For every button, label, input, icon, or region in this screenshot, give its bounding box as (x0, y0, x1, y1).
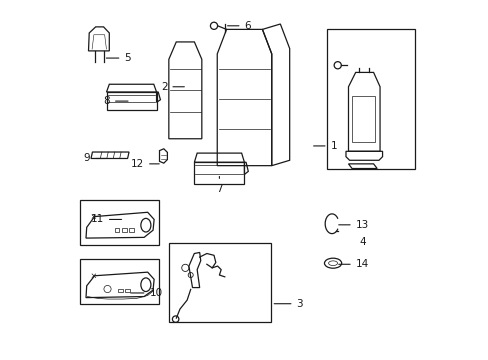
Text: 6: 6 (227, 21, 251, 31)
Text: 9: 9 (83, 153, 105, 163)
Text: 4: 4 (359, 237, 366, 247)
Bar (115, 228, 119, 231)
Text: 12: 12 (131, 159, 159, 169)
Bar (80, 200, 159, 244)
Bar (351, 96, 375, 142)
Text: 8: 8 (103, 96, 128, 106)
Bar (129, 228, 133, 231)
Text: 7: 7 (216, 176, 222, 194)
Bar (125, 289, 130, 292)
Text: 14: 14 (338, 259, 368, 269)
Bar (80, 259, 159, 304)
Text: 5: 5 (106, 53, 131, 63)
Text: 13: 13 (338, 220, 368, 230)
Bar (118, 289, 122, 292)
Bar (169, 243, 271, 321)
Bar (122, 228, 126, 231)
Text: 1: 1 (313, 141, 337, 151)
Text: 3: 3 (274, 299, 303, 309)
Text: 11: 11 (90, 215, 122, 224)
Text: 10: 10 (130, 288, 163, 298)
Text: 2: 2 (161, 82, 184, 92)
Bar (326, 30, 414, 169)
